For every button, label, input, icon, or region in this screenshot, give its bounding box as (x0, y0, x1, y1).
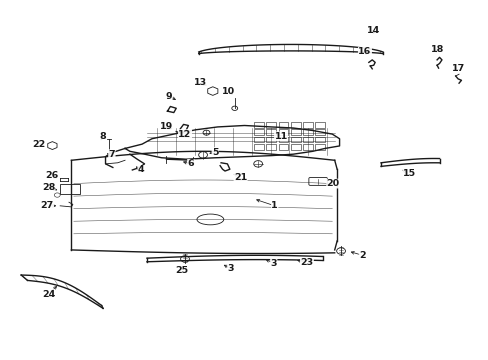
Text: 16: 16 (358, 47, 371, 56)
Text: 2: 2 (359, 251, 365, 260)
Bar (303, 136, 312, 142)
Text: 28: 28 (41, 183, 55, 192)
Text: 1: 1 (271, 201, 278, 210)
Bar (290, 136, 300, 142)
Text: 8: 8 (100, 132, 106, 141)
Bar (254, 130, 264, 135)
Text: 9: 9 (165, 92, 172, 101)
Bar (266, 130, 276, 135)
Text: 20: 20 (326, 179, 339, 188)
Text: 21: 21 (233, 173, 247, 182)
Bar (315, 136, 325, 142)
Bar (278, 136, 288, 142)
Text: 4: 4 (138, 166, 144, 175)
Text: 24: 24 (42, 289, 55, 298)
Text: 23: 23 (300, 258, 313, 267)
Text: 25: 25 (175, 266, 188, 275)
Text: 15: 15 (402, 169, 415, 178)
Bar (254, 136, 264, 142)
Bar (315, 122, 325, 128)
Text: 13: 13 (194, 78, 207, 87)
Bar (303, 122, 312, 128)
Text: 3: 3 (227, 264, 234, 273)
Bar (266, 136, 276, 142)
Bar (290, 130, 300, 135)
Bar (278, 144, 288, 149)
Text: 26: 26 (45, 171, 59, 180)
Bar (278, 122, 288, 128)
Text: 14: 14 (366, 26, 380, 35)
Text: 11: 11 (274, 132, 287, 141)
Bar (254, 122, 264, 128)
Bar (266, 122, 276, 128)
Bar (315, 130, 325, 135)
Bar (254, 144, 264, 149)
Text: 19: 19 (160, 122, 173, 131)
Text: 12: 12 (178, 130, 191, 139)
Text: 27: 27 (41, 201, 54, 210)
Text: 18: 18 (430, 45, 444, 54)
Text: 6: 6 (187, 159, 194, 168)
Bar (303, 144, 312, 149)
Bar (266, 144, 276, 149)
Text: 5: 5 (212, 148, 218, 157)
Bar (315, 144, 325, 149)
Bar (303, 130, 312, 135)
Text: 7: 7 (108, 150, 115, 159)
Text: 17: 17 (450, 64, 464, 73)
Bar (290, 144, 300, 149)
Text: 22: 22 (32, 140, 45, 149)
Bar (290, 122, 300, 128)
Text: 10: 10 (222, 86, 235, 95)
Text: 3: 3 (270, 259, 276, 268)
Bar (60, 184, 80, 194)
Bar (278, 130, 288, 135)
